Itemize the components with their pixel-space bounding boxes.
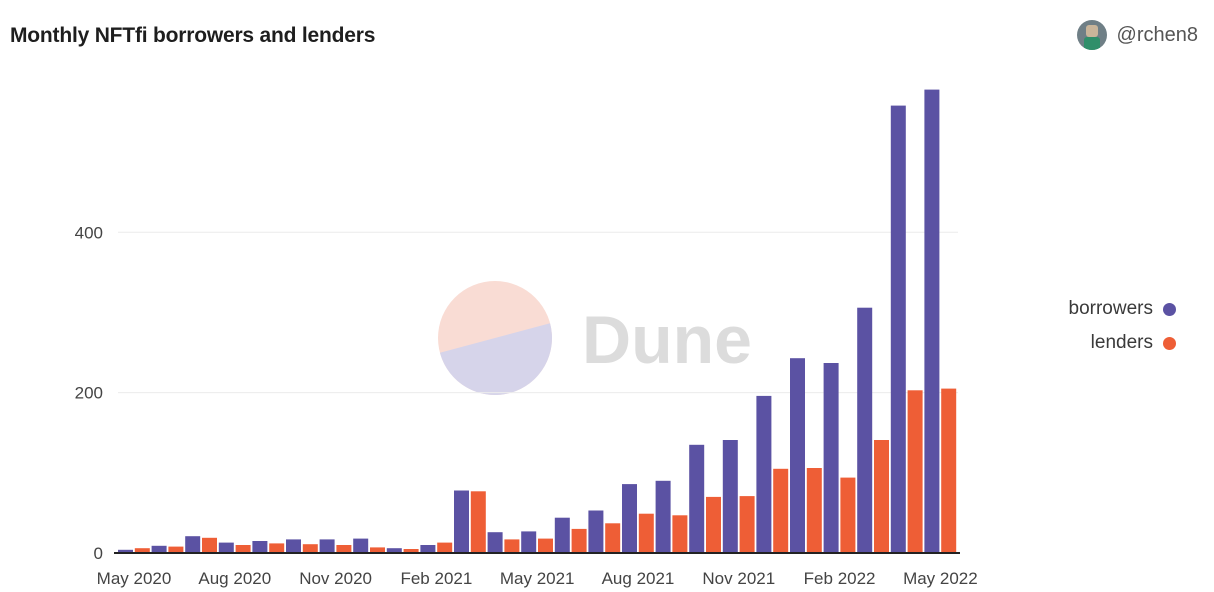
bar-borrowers-2020-12 bbox=[353, 538, 369, 553]
bar-borrowers-2020-10 bbox=[286, 539, 301, 553]
bar-borrowers-2020-08 bbox=[218, 542, 234, 553]
bar-lenders-2022-02 bbox=[840, 477, 856, 553]
bar-borrowers-2021-10 bbox=[689, 444, 705, 553]
watermark-circle-bottom bbox=[439, 323, 552, 395]
bar-lenders-2021-05 bbox=[538, 538, 553, 553]
x-tick-label: Aug 2020 bbox=[198, 569, 271, 588]
legend-label-borrowers: borrowers bbox=[1068, 298, 1153, 319]
chart-title: Monthly NFTfi borrowers and lenders bbox=[10, 24, 376, 47]
bar-borrowers-2021-02 bbox=[420, 545, 436, 553]
bar-borrowers-2021-03 bbox=[454, 490, 469, 553]
dune-watermark: Dune bbox=[438, 281, 752, 395]
watermark-text: Dune bbox=[582, 302, 752, 378]
bar-borrowers-2022-03 bbox=[857, 307, 873, 553]
y-tick-label-400: 400 bbox=[75, 223, 103, 242]
bar-borrowers-2021-01 bbox=[386, 548, 402, 553]
bar-lenders-2020-06 bbox=[168, 546, 184, 553]
x-tick-label: Aug 2021 bbox=[602, 569, 675, 588]
bar-lenders-2021-07 bbox=[605, 523, 621, 553]
bar-lenders-2020-12 bbox=[370, 547, 385, 553]
bar-lenders-2020-11 bbox=[336, 545, 352, 553]
avatar[interactable] bbox=[1076, 20, 1107, 50]
bar-lenders-2021-08 bbox=[638, 513, 654, 553]
bar-lenders-2020-07 bbox=[202, 537, 217, 553]
x-tick-label: May 2021 bbox=[500, 569, 575, 588]
bar-borrowers-2022-05 bbox=[924, 89, 940, 553]
bar-lenders-2022-01 bbox=[806, 468, 822, 553]
gridlines bbox=[118, 231, 958, 394]
bar-borrowers-2021-08 bbox=[622, 484, 637, 553]
x-tick-label: Nov 2021 bbox=[702, 569, 775, 588]
legend-item-borrowers[interactable]: borrowers bbox=[1069, 292, 1176, 326]
bar-lenders-2021-03 bbox=[470, 491, 486, 553]
legend-dot-lenders bbox=[1163, 336, 1176, 350]
legend-dot-borrowers bbox=[1163, 302, 1176, 316]
bar-lenders-2020-09 bbox=[269, 543, 285, 553]
legend-label-lenders: lenders bbox=[1090, 332, 1153, 353]
bar-borrowers-2020-05 bbox=[118, 549, 133, 553]
x-tick-label: Feb 2022 bbox=[804, 569, 876, 588]
bar-borrowers-2022-04 bbox=[890, 105, 906, 553]
bar-lenders-2020-05 bbox=[134, 548, 150, 553]
bar-lenders-2020-10 bbox=[302, 544, 318, 553]
bar-lenders-2022-03 bbox=[874, 440, 889, 553]
legend: borrowers lenders bbox=[1069, 292, 1176, 360]
bar-lenders-2022-05 bbox=[941, 388, 957, 553]
bars bbox=[118, 89, 957, 554]
author-badge[interactable]: @rchen8 bbox=[1076, 20, 1198, 50]
bar-borrowers-2021-11 bbox=[722, 440, 738, 553]
x-tick-label: Feb 2021 bbox=[400, 569, 472, 588]
y-tick-label-200: 200 bbox=[75, 384, 103, 403]
bar-borrowers-2022-01 bbox=[790, 358, 805, 553]
axes: 0 200 400 May 2020 Aug 2020 Nov 2020 Feb 2021 M… bbox=[75, 223, 978, 588]
bar-borrowers-2021-05 bbox=[521, 531, 537, 553]
bar-borrowers-2020-07 bbox=[185, 536, 201, 553]
x-tick-label: May 2020 bbox=[97, 569, 172, 588]
y-tick-label-0: 0 bbox=[94, 544, 103, 563]
bar-lenders-2021-02 bbox=[437, 542, 453, 553]
bar-lenders-2021-04 bbox=[504, 539, 520, 553]
bar-lenders-2021-10 bbox=[706, 496, 721, 553]
bar-borrowers-2022-02 bbox=[823, 363, 839, 553]
bar-lenders-2021-09 bbox=[672, 515, 688, 553]
bar-borrowers-2020-06 bbox=[151, 545, 167, 553]
bar-lenders-2022-04 bbox=[907, 390, 923, 554]
bar-lenders-2021-06 bbox=[571, 528, 587, 553]
bar-borrowers-2021-09 bbox=[655, 480, 671, 553]
bar-borrowers-2021-04 bbox=[487, 532, 503, 553]
bar-lenders-2021-12 bbox=[773, 468, 789, 553]
bar-lenders-2020-08 bbox=[235, 545, 251, 553]
bar-borrowers-2020-09 bbox=[252, 541, 268, 553]
bar-lenders-2021-11 bbox=[739, 496, 755, 553]
legend-item-lenders[interactable]: lenders bbox=[1069, 326, 1176, 360]
bar-borrowers-2021-07 bbox=[588, 510, 604, 553]
bar-lenders-2021-01 bbox=[403, 549, 419, 553]
x-tick-label: Nov 2020 bbox=[299, 569, 372, 588]
bar-borrowers-2021-06 bbox=[554, 517, 570, 553]
bar-borrowers-2020-11 bbox=[319, 539, 335, 553]
author-name[interactable]: @rchen8 bbox=[1116, 23, 1198, 46]
bar-borrowers-2021-12 bbox=[756, 395, 772, 553]
x-tick-label: May 2022 bbox=[903, 569, 978, 588]
